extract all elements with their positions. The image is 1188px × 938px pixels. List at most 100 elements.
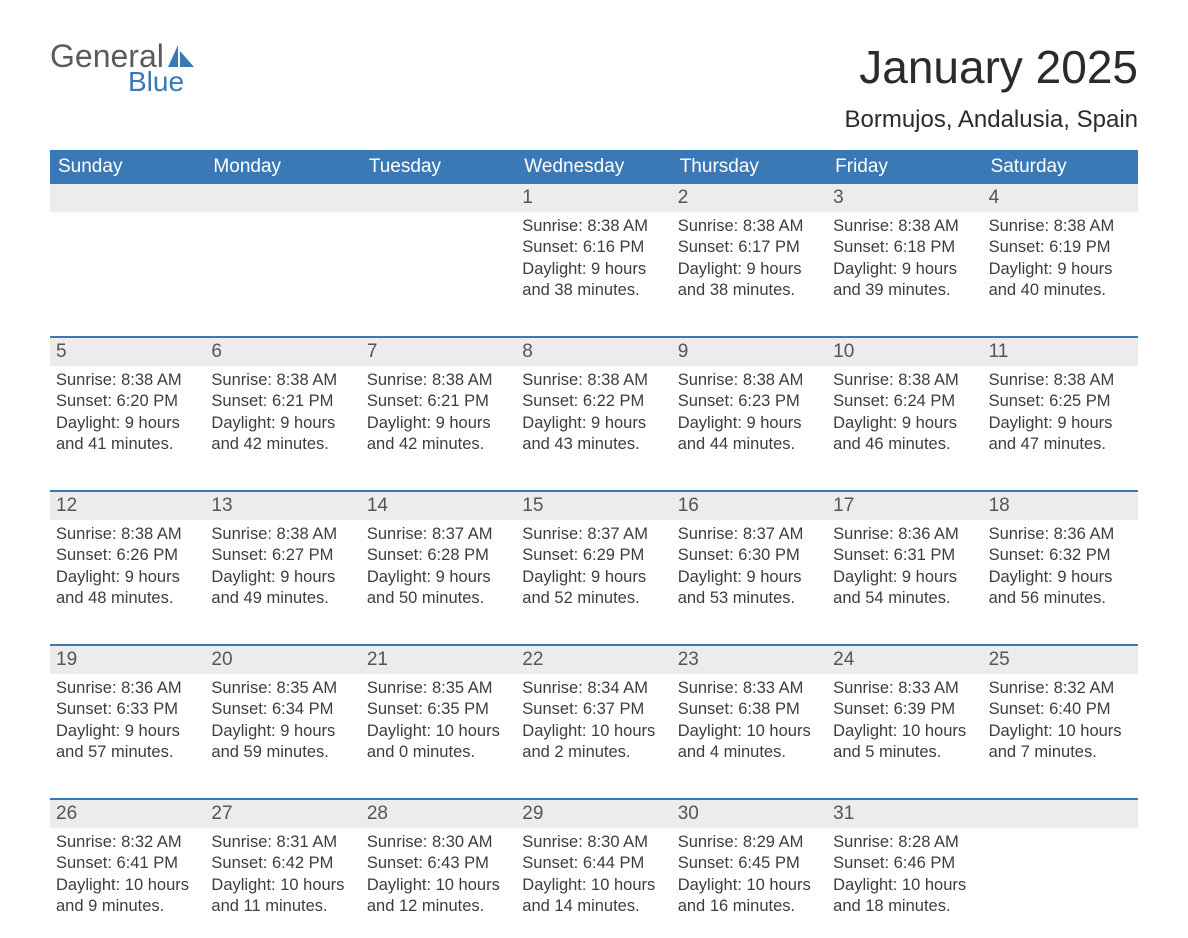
day-line: Sunrise: 8:35 AM — [211, 678, 354, 699]
day-number: 22 — [516, 646, 671, 674]
day-cell: Sunrise: 8:38 AMSunset: 6:16 PMDaylight:… — [516, 212, 671, 322]
day-line: Daylight: 9 hours — [678, 567, 821, 588]
day-line: Sunrise: 8:36 AM — [833, 524, 976, 545]
day-number: 1 — [516, 184, 671, 212]
day-number: 25 — [983, 646, 1138, 674]
day-line: Sunrise: 8:28 AM — [833, 832, 976, 853]
dayname-row: Sunday Monday Tuesday Wednesday Thursday… — [50, 150, 1138, 184]
daynum-row: 567891011 — [50, 336, 1138, 366]
dayname: Friday — [827, 150, 982, 184]
day-number: 11 — [983, 338, 1138, 366]
day-line: Sunrise: 8:38 AM — [678, 216, 821, 237]
day-line: Sunrise: 8:38 AM — [678, 370, 821, 391]
day-cell: Sunrise: 8:30 AMSunset: 6:43 PMDaylight:… — [361, 828, 516, 938]
day-line: and 57 minutes. — [56, 742, 199, 763]
day-line: Sunset: 6:30 PM — [678, 545, 821, 566]
day-line: Sunset: 6:31 PM — [833, 545, 976, 566]
day-cell: Sunrise: 8:31 AMSunset: 6:42 PMDaylight:… — [205, 828, 360, 938]
daynum-row: 19202122232425 — [50, 644, 1138, 674]
day-line: Sunrise: 8:38 AM — [989, 216, 1132, 237]
day-line: Sunrise: 8:38 AM — [211, 524, 354, 545]
day-line: Sunrise: 8:30 AM — [367, 832, 510, 853]
day-line: Daylight: 9 hours — [211, 721, 354, 742]
day-line: Sunset: 6:45 PM — [678, 853, 821, 874]
day-line: and 4 minutes. — [678, 742, 821, 763]
day-line: and 43 minutes. — [522, 434, 665, 455]
day-number: 21 — [361, 646, 516, 674]
day-line: Sunrise: 8:36 AM — [989, 524, 1132, 545]
day-cell: Sunrise: 8:35 AMSunset: 6:35 PMDaylight:… — [361, 674, 516, 784]
day-number: 5 — [50, 338, 205, 366]
day-line: and 48 minutes. — [56, 588, 199, 609]
day-line: Daylight: 9 hours — [989, 259, 1132, 280]
day-line: Daylight: 9 hours — [833, 567, 976, 588]
day-line: Sunset: 6:16 PM — [522, 237, 665, 258]
day-cell: Sunrise: 8:36 AMSunset: 6:31 PMDaylight:… — [827, 520, 982, 630]
day-cell — [205, 212, 360, 322]
dayname: Monday — [205, 150, 360, 184]
day-line: and 52 minutes. — [522, 588, 665, 609]
day-line: Sunrise: 8:38 AM — [211, 370, 354, 391]
day-line: Sunset: 6:34 PM — [211, 699, 354, 720]
day-cell — [361, 212, 516, 322]
day-line: Sunset: 6:23 PM — [678, 391, 821, 412]
day-line: Sunset: 6:33 PM — [56, 699, 199, 720]
day-line: Sunrise: 8:35 AM — [367, 678, 510, 699]
day-cell: Sunrise: 8:37 AMSunset: 6:30 PMDaylight:… — [672, 520, 827, 630]
day-line: Sunrise: 8:33 AM — [833, 678, 976, 699]
day-cell: Sunrise: 8:32 AMSunset: 6:40 PMDaylight:… — [983, 674, 1138, 784]
day-number: 10 — [827, 338, 982, 366]
day-line: and 14 minutes. — [522, 896, 665, 917]
day-number — [361, 184, 516, 212]
day-cell: Sunrise: 8:38 AMSunset: 6:21 PMDaylight:… — [205, 366, 360, 476]
calendar: Sunday Monday Tuesday Wednesday Thursday… — [50, 150, 1138, 938]
day-line: and 59 minutes. — [211, 742, 354, 763]
day-line: Sunrise: 8:38 AM — [833, 216, 976, 237]
day-line: Sunset: 6:46 PM — [833, 853, 976, 874]
day-line: and 41 minutes. — [56, 434, 199, 455]
day-line: and 42 minutes. — [367, 434, 510, 455]
header: General Blue January 2025 Bormujos, Anda… — [50, 40, 1138, 134]
dayname: Thursday — [672, 150, 827, 184]
day-line: Sunset: 6:35 PM — [367, 699, 510, 720]
day-line: Sunrise: 8:31 AM — [211, 832, 354, 853]
day-line: Daylight: 9 hours — [833, 413, 976, 434]
day-line: and 7 minutes. — [989, 742, 1132, 763]
daynum-row: 1234 — [50, 184, 1138, 212]
day-cell: Sunrise: 8:36 AMSunset: 6:33 PMDaylight:… — [50, 674, 205, 784]
day-line: Daylight: 9 hours — [211, 567, 354, 588]
day-cell: Sunrise: 8:38 AMSunset: 6:24 PMDaylight:… — [827, 366, 982, 476]
day-line: Sunrise: 8:32 AM — [989, 678, 1132, 699]
dayname: Wednesday — [516, 150, 671, 184]
day-line: Sunset: 6:32 PM — [989, 545, 1132, 566]
day-line: Daylight: 9 hours — [678, 259, 821, 280]
day-line: Daylight: 10 hours — [56, 875, 199, 896]
day-cell: Sunrise: 8:37 AMSunset: 6:29 PMDaylight:… — [516, 520, 671, 630]
day-cell: Sunrise: 8:34 AMSunset: 6:37 PMDaylight:… — [516, 674, 671, 784]
day-line: Sunset: 6:22 PM — [522, 391, 665, 412]
day-cell: Sunrise: 8:37 AMSunset: 6:28 PMDaylight:… — [361, 520, 516, 630]
day-line: Sunset: 6:26 PM — [56, 545, 199, 566]
day-line: and 38 minutes. — [678, 280, 821, 301]
day-number: 7 — [361, 338, 516, 366]
day-number — [205, 184, 360, 212]
day-number: 24 — [827, 646, 982, 674]
day-line: Sunrise: 8:38 AM — [522, 216, 665, 237]
day-line: Sunrise: 8:32 AM — [56, 832, 199, 853]
day-line: Sunrise: 8:38 AM — [989, 370, 1132, 391]
day-number: 8 — [516, 338, 671, 366]
day-line: and 53 minutes. — [678, 588, 821, 609]
day-line: Daylight: 9 hours — [989, 413, 1132, 434]
day-line: Sunset: 6:42 PM — [211, 853, 354, 874]
day-line: and 42 minutes. — [211, 434, 354, 455]
day-line: Sunset: 6:41 PM — [56, 853, 199, 874]
day-number: 31 — [827, 800, 982, 828]
day-cell: Sunrise: 8:35 AMSunset: 6:34 PMDaylight:… — [205, 674, 360, 784]
day-line: Sunset: 6:29 PM — [522, 545, 665, 566]
day-line: Daylight: 9 hours — [211, 413, 354, 434]
day-number — [983, 800, 1138, 828]
day-line: Daylight: 10 hours — [989, 721, 1132, 742]
day-number: 6 — [205, 338, 360, 366]
week-row: Sunrise: 8:36 AMSunset: 6:33 PMDaylight:… — [50, 674, 1138, 784]
week-row: Sunrise: 8:38 AMSunset: 6:20 PMDaylight:… — [50, 366, 1138, 476]
